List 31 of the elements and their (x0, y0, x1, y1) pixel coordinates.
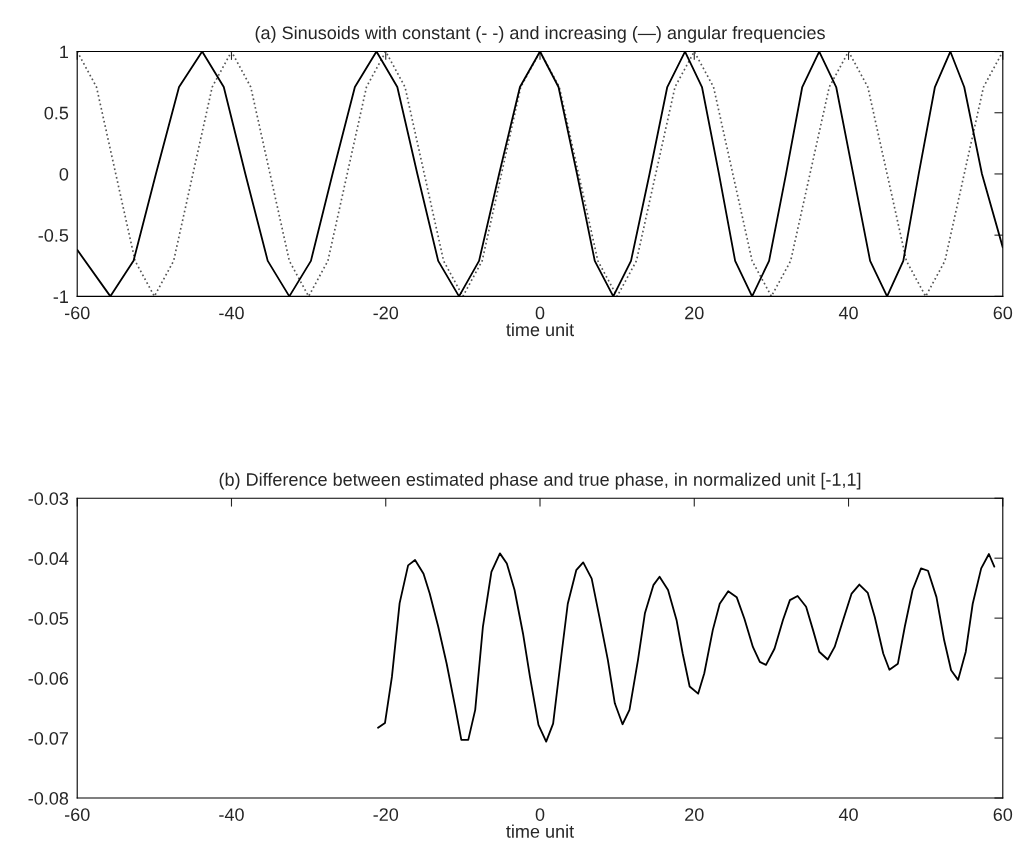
chart-title: (b) Difference between estimated phase and true phase, in normalized unit [-1,1] (219, 472, 861, 490)
y-tick-label: 0.5 (44, 106, 69, 120)
x-tick-label: -60 (64, 306, 90, 320)
x-tick-label: 20 (685, 306, 704, 320)
x-axis-title: time unit (506, 824, 574, 838)
x-tick-label: -40 (219, 808, 244, 821)
x-tick-label: 60 (993, 808, 1013, 821)
x-tick-label: 0 (535, 306, 545, 320)
y-tick-label: 0 (59, 167, 69, 181)
y-tick-label: 1 (60, 45, 68, 59)
x-tick-label: -20 (373, 306, 399, 320)
y-tick-label: -0.05 (28, 612, 69, 625)
y-tick-label: -0.03 (28, 492, 69, 505)
x-tick-label: -60 (64, 808, 90, 821)
x-tick-label: -40 (219, 306, 244, 320)
y-tick-label: -0.07 (28, 731, 68, 745)
y-tick-label: -1 (53, 290, 68, 303)
x-tick-label: -20 (373, 808, 399, 821)
x-tick-label: 40 (838, 808, 858, 821)
x-tick-label: 20 (685, 808, 704, 821)
x-tick-label: 60 (993, 306, 1013, 320)
y-tick-label: -0.08 (28, 791, 69, 805)
chart-title: (a) Sinusoids with constant (- -) and increasing (—) angular frequencies (255, 25, 825, 43)
y-tick-label: -0.5 (38, 229, 69, 242)
y-tick-label: -0.04 (28, 552, 69, 565)
line-series (377, 552, 996, 743)
x-tick-label: 40 (838, 306, 858, 320)
line-series (77, 51, 1003, 297)
x-axis-title: time unit (506, 322, 574, 337)
y-tick-label: -0.06 (28, 672, 69, 685)
x-tick-label: 0 (535, 808, 545, 821)
